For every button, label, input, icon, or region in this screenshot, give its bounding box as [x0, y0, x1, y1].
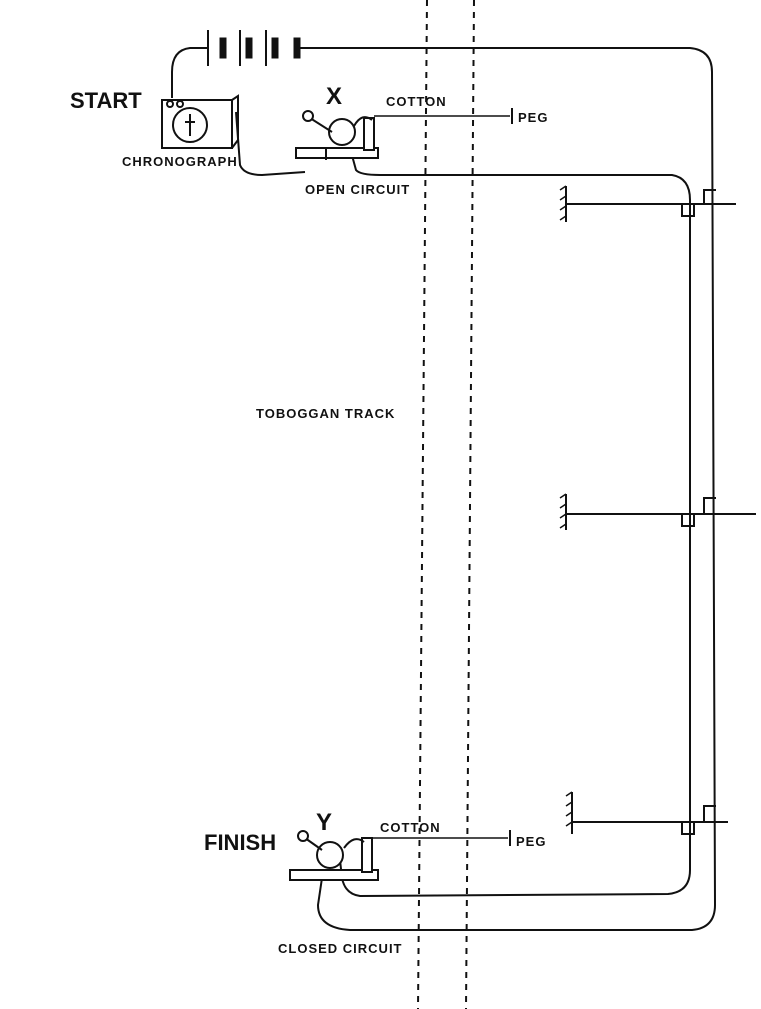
- switch-y-magnet: [316, 841, 344, 869]
- contact-post-1: [559, 185, 736, 222]
- chronograph: [161, 94, 239, 149]
- wiring: [171, 47, 717, 931]
- track-right-edge: [465, 0, 475, 1009]
- toboggan-track: [417, 0, 475, 1009]
- peg-bottom-label: PEG: [516, 834, 546, 849]
- battery-to-chronograph-wire: [171, 47, 208, 98]
- inner-wire: [339, 147, 691, 898]
- closed-circuit-label: CLOSED CIRCUIT: [278, 941, 403, 956]
- switch-y-label: Y: [316, 809, 332, 836]
- chronograph-to-x-wire: [235, 111, 306, 177]
- toboggan-track-label: TOBOGGAN TRACK: [256, 406, 395, 421]
- chronograph-label: CHRONOGRAPH: [122, 154, 238, 169]
- battery: [207, 30, 301, 66]
- outer-wire: [300, 47, 717, 931]
- switch-x: [295, 108, 513, 160]
- open-circuit-label: OPEN CIRCUIT: [305, 182, 410, 197]
- start-label: START: [70, 88, 142, 113]
- cotton-bottom-label: COTTON: [380, 820, 441, 835]
- switch-y-base: [289, 869, 379, 881]
- switch-y: [289, 830, 511, 881]
- switch-x-base: [295, 147, 379, 159]
- peg-top-label: PEG: [518, 110, 548, 125]
- switch-x-label: X: [326, 83, 342, 110]
- contact-post-2: [559, 493, 756, 530]
- finish-label: FINISH: [204, 830, 276, 855]
- track-left-edge: [417, 0, 428, 1009]
- cotton-top-label: COTTON: [386, 94, 447, 109]
- switch-x-magnet: [328, 118, 356, 146]
- contact-post-3: [565, 791, 728, 835]
